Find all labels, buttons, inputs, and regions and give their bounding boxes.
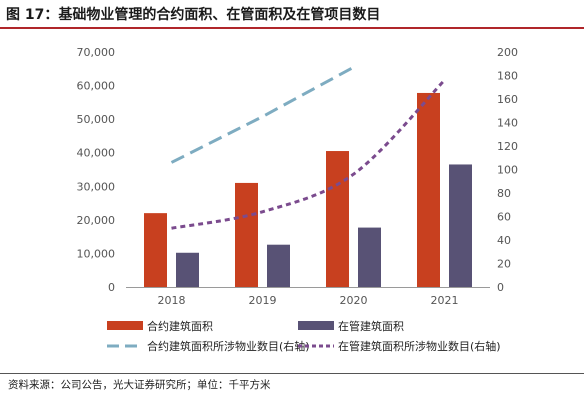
source-rule [0, 373, 584, 374]
y-left-tick-label: 60,000 [77, 80, 116, 93]
x-tick-label: 2021 [431, 294, 459, 307]
figure-title: 图 17：基础物业管理的合约面积、在管面积及在管项目数目 [6, 7, 381, 23]
bar-managed-area [267, 244, 290, 287]
bar-managed-area [449, 164, 472, 287]
x-tick-label: 2020 [340, 294, 368, 307]
x-tick-label: 2019 [249, 294, 277, 307]
y-right-tick-label: 20 [497, 258, 511, 271]
bar-managed-area [358, 227, 381, 287]
x-tick-label: 2018 [158, 294, 186, 307]
y-left-tick-label: 20,000 [77, 214, 116, 227]
y-right-tick-label: 80 [497, 187, 511, 200]
legend-label: 在管建筑面积所涉物业数目(右轴) [338, 339, 501, 353]
bar-contract-area [417, 92, 440, 287]
y-right-tick-label: 40 [497, 234, 511, 247]
legend-label: 合约建筑面积 [147, 319, 213, 333]
y-right-tick-label: 160 [497, 93, 518, 106]
bar-contract-area [235, 182, 258, 287]
y-right-tick-label: 100 [497, 164, 518, 177]
line-contract-properties [170, 65, 355, 164]
y-right-tick-label: 0 [497, 281, 504, 294]
legend-label: 合约建筑面积所涉物业数目(右轴) [147, 339, 310, 353]
combo-chart: 0 10,000 20,000 30,000 40,000 50,000 60,000 70,… [77, 46, 519, 353]
y-left-tick-label: 70,000 [77, 46, 116, 59]
bar-contract-area [326, 151, 349, 287]
bar-managed-area [176, 252, 199, 287]
source-note: 资料来源：公司公告，光大证券研究所；单位：千平方米 [8, 379, 271, 391]
legend-swatch [298, 321, 334, 330]
y-left-tick-label: 50,000 [77, 113, 116, 126]
y-right-tick-label: 180 [497, 70, 518, 83]
y-left-tick-label: 0 [108, 281, 115, 294]
y-right-tick-label: 200 [497, 46, 518, 59]
legend-swatch [107, 321, 143, 330]
y-right-tick-label: 120 [497, 140, 518, 153]
y-left-tick-label: 40,000 [77, 147, 116, 160]
y-left-tick-label: 30,000 [77, 180, 116, 193]
legend-label: 在管建筑面积 [338, 319, 404, 333]
title-rule [0, 27, 584, 29]
y-left-tick-label: 10,000 [77, 247, 116, 260]
y-right-tick-label: 60 [497, 211, 511, 224]
bar-contract-area [144, 213, 167, 287]
line-managed-properties [171, 79, 446, 230]
y-right-tick-label: 140 [497, 117, 518, 130]
